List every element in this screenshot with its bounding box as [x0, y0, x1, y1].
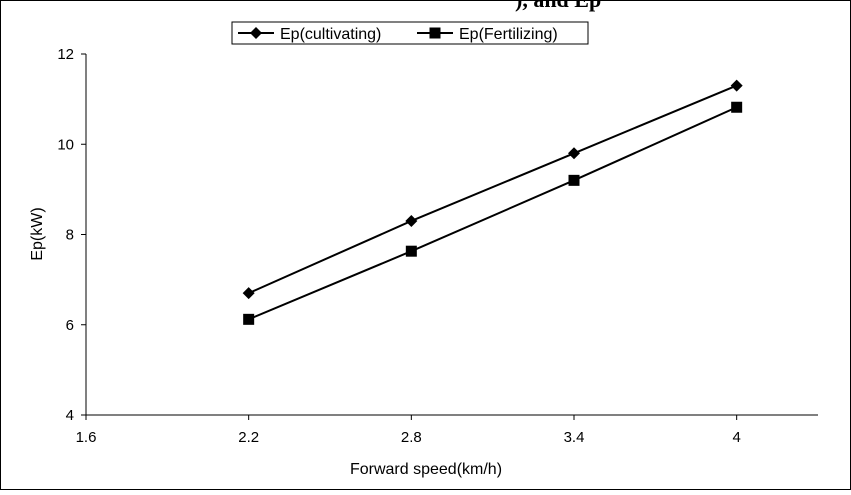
series-line-2 — [248, 106, 738, 321]
legend-box — [231, 21, 589, 45]
x-tick-label: 2.2 — [238, 429, 259, 446]
title-fragment: ), and Ep — [515, 0, 601, 12]
data-point-square — [405, 245, 417, 257]
legend-marker-diamond — [250, 27, 262, 39]
data-point-square — [731, 101, 743, 113]
x-tick-label: 4 — [732, 429, 740, 446]
y-tick-label: 12 — [57, 46, 74, 63]
x-axis-label: Forward speed(km/h) — [350, 461, 502, 478]
y-tick-label: 8 — [66, 227, 74, 244]
legend: Ep(cultivating) Ep(Fertilizing) — [231, 21, 589, 45]
x-tick-label: 1.6 — [76, 429, 97, 446]
x-tick-label: 2.8 — [401, 429, 422, 446]
data-point-diamond — [242, 287, 255, 300]
series-line-1 — [248, 84, 738, 295]
legend-marker-square — [429, 27, 441, 39]
data-point-diamond — [568, 147, 580, 160]
y-tick-label: 6 — [66, 317, 74, 334]
y-axis-label: Ep(kW) — [29, 207, 46, 260]
data-point-square — [243, 313, 255, 325]
y-tick-label: 4 — [66, 407, 74, 424]
legend-label: Ep(Fertilizing) — [459, 26, 558, 43]
data-point-diamond — [405, 214, 418, 227]
x-tick-label: 3.4 — [564, 429, 585, 446]
legend-label: Ep(cultivating) — [280, 26, 381, 43]
data-point-diamond — [730, 79, 743, 92]
y-tick-label: 10 — [57, 136, 74, 153]
data-point-square — [568, 174, 580, 186]
